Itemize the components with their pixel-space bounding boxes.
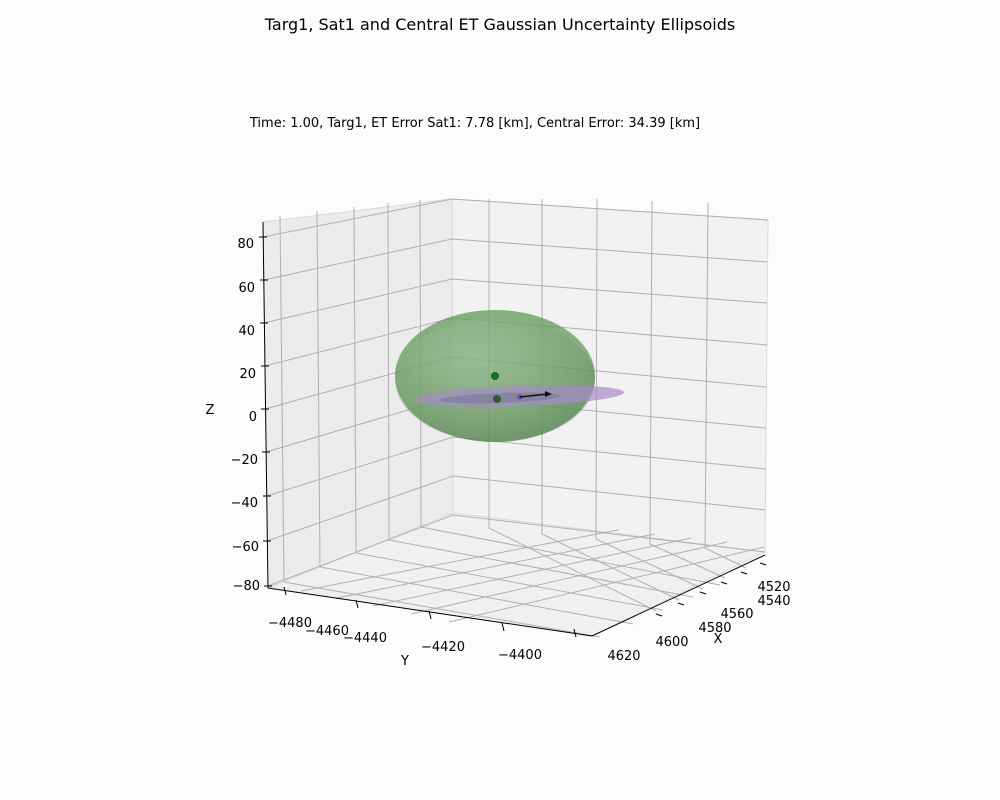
x-tick-mark [655, 613, 663, 617]
tick-labels: 80 60 40 20 0 −20 −40 −60 −80 −4480−4460−4440 −442… [231, 237, 791, 664]
x-gridline-wall [595, 198, 598, 540]
velocity-vector-head [545, 391, 552, 397]
x-gridline-floor [488, 527, 657, 612]
y-axis-line [267, 587, 593, 637]
y-gridline-floor [319, 566, 634, 625]
y-tick-mark [501, 622, 505, 632]
z-gridline [266, 436, 767, 497]
x-gridline-floor [595, 538, 704, 590]
y-gridline-wall [387, 202, 390, 541]
x-tick-label: 4580 [698, 621, 731, 636]
axes [259, 221, 767, 638]
y-gridline-floor [420, 526, 721, 586]
x-tick-mark [740, 571, 748, 575]
y-gridline-wall [316, 210, 321, 568]
z-tick-label: 80 [237, 237, 254, 252]
velocity-vector [519, 393, 549, 398]
z-tick-label: −80 [233, 579, 260, 594]
z-tick-label: −60 [232, 540, 259, 555]
chart-subtitle: Time: 1.00, Targ1, ET Error Sat1: 7.78 [… [249, 116, 700, 131]
x-tick-label: 4540 [757, 594, 790, 609]
x-gridline-floor [704, 547, 747, 569]
x-gridline-floor [649, 543, 726, 579]
z-gridline [262, 198, 769, 238]
y-gridline-wall [279, 215, 285, 583]
y-tick-mark [355, 599, 359, 609]
x-tick-label: 4560 [720, 607, 753, 622]
x-tick-label: 4620 [607, 649, 640, 664]
y-tick-mark [283, 586, 287, 596]
y-tick-label: −4420 [421, 640, 465, 655]
x-gridline-wall [704, 202, 709, 549]
floor-cross-gridline [336, 533, 656, 599]
x-tick-mark [720, 581, 728, 585]
z-gridline [263, 238, 768, 281]
z-gridline [267, 514, 766, 587]
y-tick-label: −4400 [498, 648, 542, 663]
z-gridline [263, 278, 768, 324]
x-tick-mark [699, 591, 707, 595]
floor-cross-gridline [372, 537, 692, 607]
z-gridline [266, 475, 766, 542]
floor-cross-gridline [448, 546, 765, 623]
z-tick-label: 60 [238, 281, 255, 296]
z-tick-label: 40 [238, 324, 255, 339]
central-estimate-point [491, 372, 499, 380]
x-axis-label: X [714, 632, 723, 647]
y-tick-label: −4460 [305, 624, 349, 639]
y-axis-label: Y [400, 654, 409, 669]
z-tick-label: 0 [249, 410, 257, 425]
z-tick-label: −20 [231, 453, 258, 468]
x-axis-line [591, 554, 766, 637]
targ1-truth-point [493, 395, 501, 403]
x-tick-mark [759, 562, 767, 566]
y-tick-mark [428, 610, 432, 620]
z-axis-label: Z [206, 403, 215, 418]
z-tick-label: −40 [231, 496, 258, 511]
x-tick-label: 4520 [757, 580, 790, 595]
z-tick-label: 20 [239, 367, 256, 382]
y-gridline-wall [353, 206, 357, 554]
y-gridline-floor [355, 552, 664, 611]
y-tick-label: −4440 [343, 631, 387, 646]
z-axis-line [262, 221, 269, 589]
x-gridline-wall [649, 200, 653, 545]
y-tick-mark [573, 628, 577, 638]
x-tick-label: 4600 [655, 635, 688, 650]
y-gridline-floor [283, 581, 601, 638]
y-gridline-floor [388, 539, 694, 598]
floor-cross-gridline [300, 529, 619, 592]
x-tick-mark [677, 602, 685, 606]
floor-cross-gridline [410, 541, 728, 615]
chart-title: Targ1, Sat1 and Central ET Gaussian Unce… [264, 15, 735, 34]
chart-marks [395, 310, 624, 442]
x-gridline-floor [541, 533, 680, 601]
y-tick-label: −4480 [268, 616, 312, 631]
